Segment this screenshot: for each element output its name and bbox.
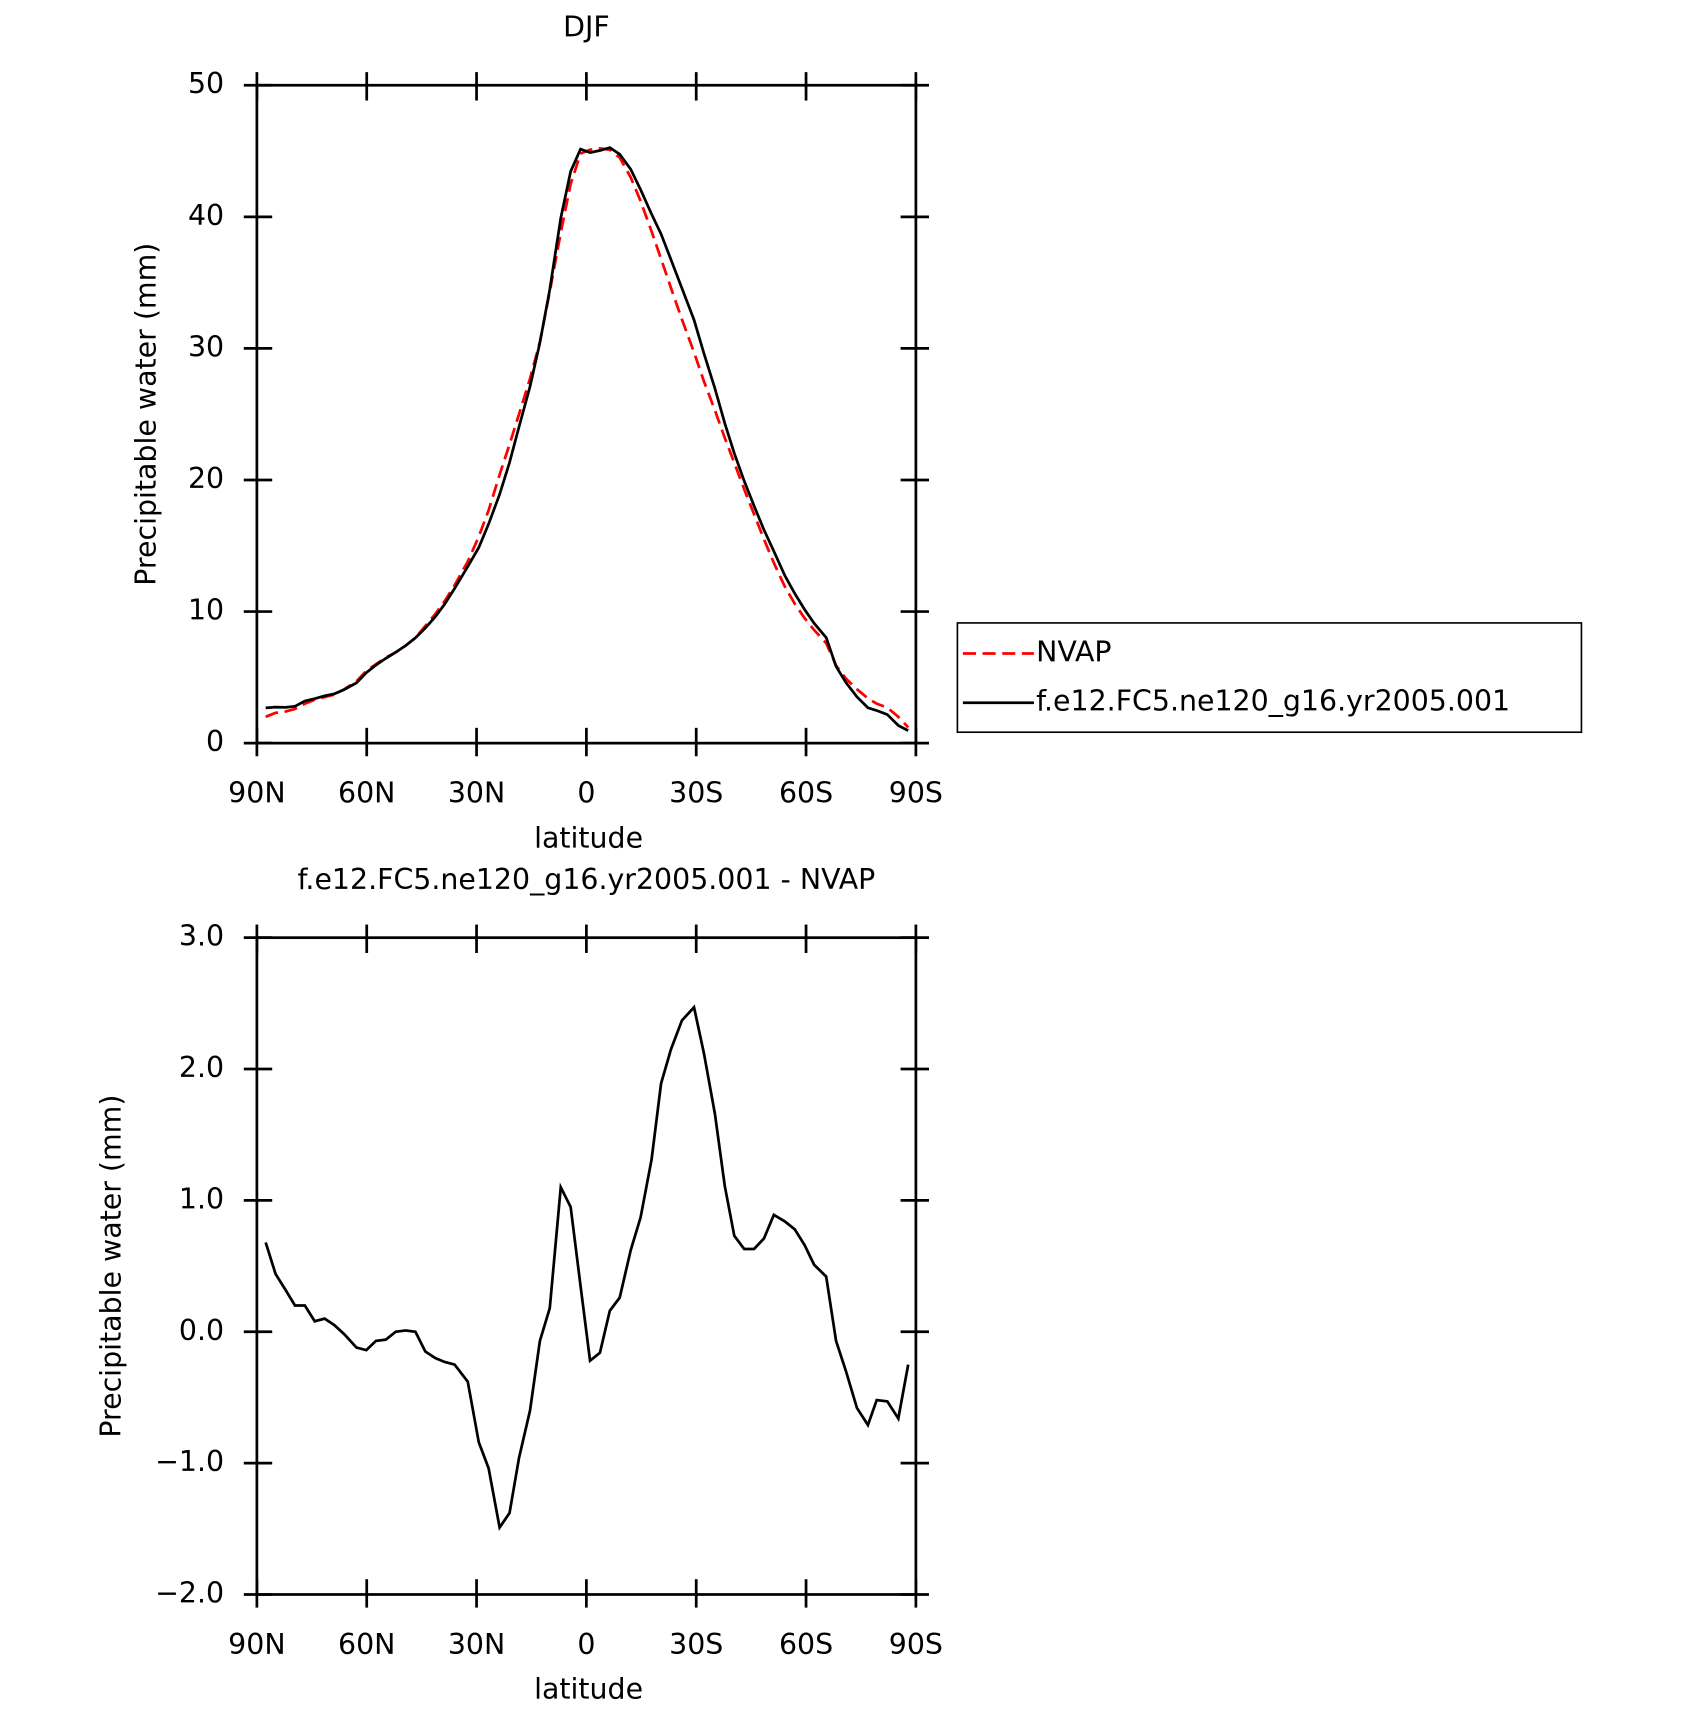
x-tick-label: 60S — [779, 777, 833, 810]
legend-label: f.e12.FC5.ne120_g16.yr2005.001 — [1036, 685, 1510, 718]
x-axis-title: latitude — [534, 821, 643, 854]
y-tick-label: 0 — [206, 725, 224, 758]
data-line — [265, 146, 909, 732]
x-tick-label: 30S — [669, 1628, 723, 1661]
data-line — [265, 147, 910, 729]
y-tick-label: 2.0 — [179, 1051, 224, 1084]
legend: NVAP f.e12.FC5.ne120_g16.yr2005.001 — [956, 622, 1583, 734]
y-tick-label: 0.0 — [179, 1314, 224, 1347]
x-tick-label: 90S — [889, 1628, 943, 1661]
x-tick-label: 90N — [228, 777, 285, 810]
y-tick-label: 1.0 — [179, 1182, 224, 1215]
y-tick-label: 40 — [188, 199, 224, 232]
x-tick-label: 60N — [338, 1628, 395, 1661]
x-tick-label: 60S — [779, 1628, 833, 1661]
y-tick-label: 30 — [188, 330, 224, 363]
chart-title: DJF — [563, 10, 610, 43]
x-tick-label: 30S — [669, 777, 723, 810]
y-tick-label: 20 — [188, 462, 224, 495]
y-axis-title: Precipitable water (mm) — [130, 243, 163, 586]
legend-box — [956, 622, 1583, 734]
x-tick-label: 30N — [448, 1628, 505, 1661]
y-tick-label: 10 — [188, 594, 224, 627]
chart-title: f.e12.FC5.ne120_g16.yr2005.001 - NVAP — [298, 863, 876, 896]
x-tick-label: 0 — [577, 777, 595, 810]
y-tick-label: 50 — [188, 67, 224, 100]
legend-label: NVAP — [1036, 636, 1111, 669]
plot-frame — [255, 83, 918, 745]
x-axis-title: latitude — [534, 1673, 643, 1706]
x-tick-label: 0 — [577, 1628, 595, 1661]
x-tick-label: 90N — [228, 1628, 285, 1661]
x-tick-label: 60N — [338, 777, 395, 810]
x-tick-label: 90S — [889, 777, 943, 810]
y-axis-title: Precipitable water (mm) — [95, 1095, 128, 1438]
y-tick-label: −2.0 — [155, 1576, 224, 1609]
x-tick-label: 30N — [448, 777, 505, 810]
y-tick-label: 3.0 — [179, 920, 224, 953]
y-tick-label: −1.0 — [155, 1445, 224, 1478]
data-line — [264, 1004, 910, 1531]
